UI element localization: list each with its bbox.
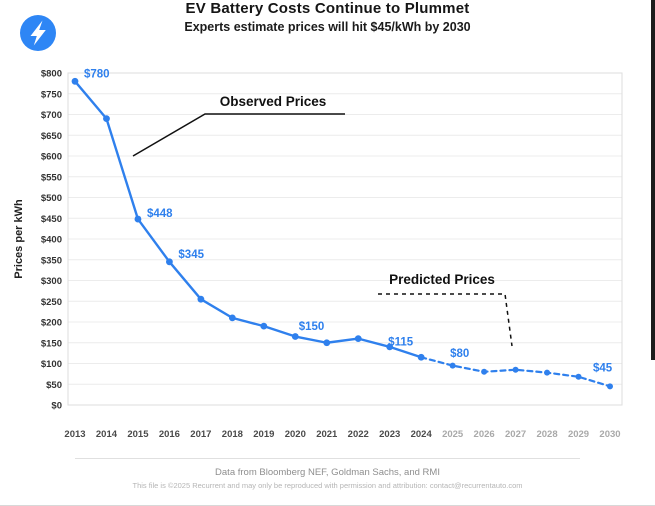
- header: EV Battery Costs Continue to Plummet Exp…: [0, 0, 655, 34]
- y-tick-label: $600: [41, 152, 62, 163]
- data-point: [323, 339, 331, 347]
- x-tick-label: 2020: [285, 429, 306, 440]
- x-tick-label: 2026: [474, 429, 495, 440]
- y-tick-label: $400: [41, 235, 62, 246]
- copyright-notice: This file is ©2025 Recurrent and may onl…: [132, 481, 523, 490]
- point-value-label: $780: [84, 68, 110, 80]
- y-tick-label: $300: [41, 276, 62, 287]
- x-tick-label: 2023: [379, 429, 400, 440]
- point-value-label: $150: [299, 321, 325, 333]
- y-tick-label: $750: [41, 89, 62, 100]
- y-axis-title: Prices per kWh: [13, 199, 25, 279]
- x-tick-label: 2024: [411, 429, 433, 440]
- data-source-credit: Data from Bloomberg NEF, Goldman Sachs, …: [215, 467, 440, 478]
- data-point: [228, 314, 236, 322]
- observed-prices-line: [73, 80, 423, 359]
- screen-edge-artifact: [651, 0, 655, 360]
- point-value-label: $45: [593, 362, 613, 374]
- data-point: [197, 295, 205, 303]
- y-tick-label: $0: [51, 401, 62, 412]
- lightning-bolt-icon: [30, 20, 46, 46]
- data-point: [134, 215, 142, 223]
- y-tick-label: $800: [41, 69, 62, 80]
- data-point: [449, 362, 456, 369]
- x-tick-label: 2029: [568, 429, 589, 440]
- x-tick-label: 2025: [442, 429, 464, 440]
- y-tick-label: $650: [41, 131, 62, 142]
- x-tick-label: 2019: [253, 429, 274, 440]
- x-tick-label: 2030: [599, 429, 620, 440]
- x-tick-label: 2028: [536, 429, 557, 440]
- data-point: [386, 343, 394, 351]
- data-point: [418, 354, 425, 361]
- x-tick-label: 2021: [316, 429, 338, 440]
- y-tick-label: $250: [41, 297, 62, 308]
- x-tick-label: 2027: [505, 429, 526, 440]
- y-tick-label: $350: [41, 255, 62, 266]
- y-tick-label: $200: [41, 318, 62, 329]
- y-tick-label: $150: [41, 338, 62, 349]
- data-point: [71, 77, 79, 85]
- x-tick-label: 2015: [127, 429, 149, 440]
- data-point: [544, 369, 551, 376]
- point-value-label: $80: [450, 348, 469, 360]
- axis-layer: $0 $50 $100 $150 $200 $250 $300 $350 $400 $450 $50…: [41, 69, 621, 441]
- x-tick-label: 2013: [64, 429, 85, 440]
- y-tick-label: $50: [46, 380, 62, 391]
- data-point: [260, 322, 268, 330]
- y-tick-label: $450: [41, 214, 62, 225]
- observed-leader-line: [132, 113, 345, 157]
- data-point: [166, 258, 173, 266]
- chart-title: EV Battery Costs Continue to Plummet: [185, 0, 470, 17]
- data-point: [607, 383, 613, 390]
- data-point: [354, 335, 362, 342]
- x-tick-label: 2017: [190, 429, 211, 440]
- predicted-leader-line: [378, 293, 513, 347]
- data-point: [575, 373, 582, 380]
- plot-border: [67, 72, 623, 406]
- footer-divider: [75, 458, 580, 459]
- data-point: [103, 115, 110, 123]
- brand-logo: [20, 15, 56, 51]
- point-label-layer: $780 $448 $345 $150 $115 $80 $45: [84, 68, 613, 374]
- point-value-label: $448: [147, 208, 173, 220]
- y-tick-label: $500: [41, 193, 62, 204]
- y-tick-label: $700: [41, 110, 62, 121]
- annotation-layer: Observed Prices Predicted Prices: [132, 94, 513, 347]
- observed-prices-label: Observed Prices: [220, 94, 327, 109]
- predicted-prices-label: Predicted Prices: [389, 272, 495, 287]
- grid-layer: [67, 72, 623, 406]
- data-point: [291, 333, 299, 340]
- data-point: [512, 366, 519, 373]
- x-tick-label: 2018: [222, 429, 243, 440]
- data-point: [481, 368, 488, 375]
- series-layer: [71, 77, 613, 390]
- x-tick-label: 2014: [96, 429, 118, 440]
- x-tick-label: 2022: [348, 429, 369, 440]
- chart-subtitle: Experts estimate prices will hit $45/kWh…: [184, 20, 471, 34]
- point-value-label: $345: [178, 249, 204, 261]
- point-value-label: $115: [388, 336, 414, 348]
- footer: Data from Bloomberg NEF, Goldman Sachs, …: [0, 458, 655, 490]
- x-tick-label: 2016: [159, 429, 180, 440]
- y-tick-label: $550: [41, 172, 62, 183]
- y-tick-label: $100: [41, 359, 62, 370]
